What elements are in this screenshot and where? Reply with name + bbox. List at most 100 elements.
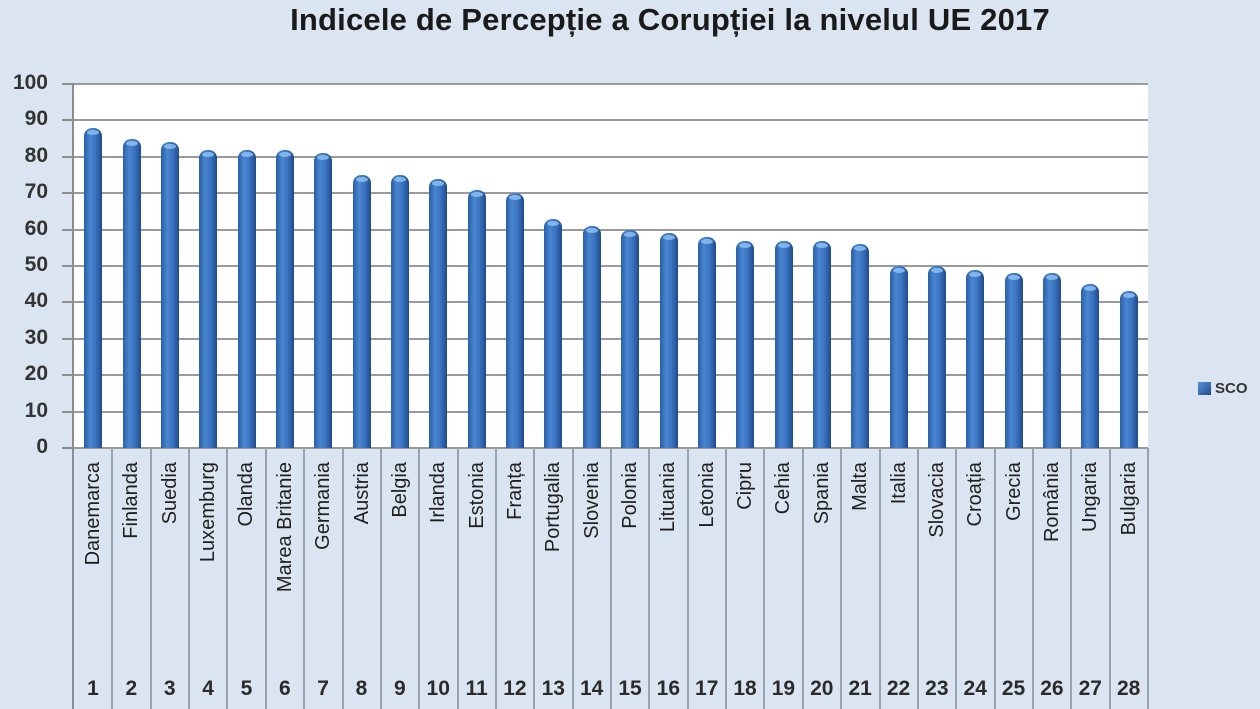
bar <box>429 178 448 448</box>
bar <box>199 149 218 448</box>
bar <box>314 153 333 448</box>
x-category-label: Finlanda <box>112 462 150 642</box>
category-text: Ungaria <box>1079 462 1102 533</box>
category-text: Portugalia <box>542 462 565 553</box>
category-text: Grecia <box>1002 462 1025 521</box>
category-separator <box>916 448 919 709</box>
rank-label: 13 <box>541 677 565 700</box>
gridline <box>74 374 1148 377</box>
rank-label: 5 <box>240 677 253 700</box>
rank-label: 6 <box>278 677 291 700</box>
category-separator <box>418 448 421 709</box>
category-text: Bulgaria <box>1117 462 1140 536</box>
bar <box>506 193 525 448</box>
gridline <box>74 265 1148 267</box>
x-category-label: Austria <box>343 462 381 642</box>
rank-label: 14 <box>579 677 604 700</box>
y-tick-label: 100 <box>12 71 48 94</box>
gridline <box>74 192 1148 195</box>
bar <box>84 127 103 448</box>
rank-label: 20 <box>810 677 834 700</box>
x-category-label: Cipru <box>726 462 764 642</box>
y-tick <box>62 155 74 158</box>
rank-label: 11 <box>465 677 488 700</box>
rank-label: 28 <box>1116 677 1141 700</box>
bar <box>467 189 486 448</box>
rank-label: 7 <box>317 677 329 700</box>
y-tick-label: 70 <box>24 180 48 204</box>
y-tick <box>62 83 74 85</box>
rank-label: 10 <box>426 677 450 700</box>
category-separator <box>264 448 267 709</box>
bar <box>928 266 947 448</box>
category-text: Austria <box>350 462 373 525</box>
category-separator <box>840 448 843 709</box>
category-text: Luxemburg <box>197 462 220 563</box>
category-text: Franța <box>503 462 526 520</box>
category-text: Slovacia <box>925 462 948 538</box>
legend-label: SCO <box>1215 380 1248 397</box>
category-text: Estonia <box>465 462 488 529</box>
rank-label: 4 <box>202 677 214 700</box>
category-separator <box>226 448 229 709</box>
category-separator <box>801 448 804 709</box>
category-separator <box>878 448 881 709</box>
rank-label: 2 <box>125 677 138 700</box>
x-category-label: Bulgaria <box>1110 462 1148 642</box>
x-category-label: Luxemburg <box>189 462 227 642</box>
x-category-label: Slovenia <box>573 462 611 642</box>
category-separator <box>1031 448 1034 709</box>
category-separator <box>1070 448 1073 709</box>
category-separator <box>571 448 574 709</box>
category-text: Cehia <box>772 462 795 515</box>
bar <box>851 244 870 448</box>
bar <box>391 175 410 448</box>
rank-label: 26 <box>1040 677 1064 700</box>
y-tick <box>62 265 74 267</box>
bar <box>1043 273 1062 448</box>
gridline <box>74 228 1148 231</box>
rank-label: 23 <box>925 677 949 700</box>
x-category-label: România <box>1033 462 1071 642</box>
rank-label: 9 <box>394 677 406 700</box>
bar <box>1081 284 1100 448</box>
category-text: Olanda <box>235 462 258 527</box>
bar <box>697 236 716 448</box>
x-category-label: Polonia <box>611 462 649 642</box>
rank-label: 3 <box>163 677 176 700</box>
y-tick-label: 60 <box>24 216 48 240</box>
category-text: Finlanda <box>120 462 143 539</box>
category-separator <box>341 448 344 709</box>
category-separator <box>494 448 497 709</box>
category-text: Italia <box>887 462 910 505</box>
y-tick <box>62 410 74 413</box>
category-separator <box>686 448 689 709</box>
gridline <box>74 83 1148 85</box>
x-category-label: Germania <box>304 462 342 642</box>
gridline <box>74 301 1148 304</box>
bar <box>621 229 640 448</box>
rank-label: 19 <box>771 677 796 700</box>
category-text: România <box>1040 462 1063 543</box>
rank-label: 15 <box>618 677 642 700</box>
rank-label: 1 <box>87 677 99 700</box>
category-text: Irlanda <box>427 462 450 524</box>
category-text: Spania <box>810 462 833 525</box>
category-text: Malta <box>849 462 872 511</box>
category-separator <box>993 448 996 709</box>
bar <box>774 240 793 448</box>
x-category-label: Estonia <box>458 462 496 642</box>
y-tick <box>62 337 74 340</box>
rank-label: 22 <box>886 677 911 700</box>
bar <box>966 269 985 448</box>
gridline <box>74 119 1148 122</box>
rank-label: 21 <box>848 677 872 700</box>
bar <box>659 233 678 448</box>
bar <box>889 266 908 448</box>
y-tick <box>62 228 74 231</box>
x-category-label: Lituania <box>649 462 687 642</box>
y-tick-label: 30 <box>24 325 48 349</box>
category-text: Germania <box>312 462 335 550</box>
legend: SCO <box>1198 380 1248 397</box>
bar <box>122 138 141 448</box>
